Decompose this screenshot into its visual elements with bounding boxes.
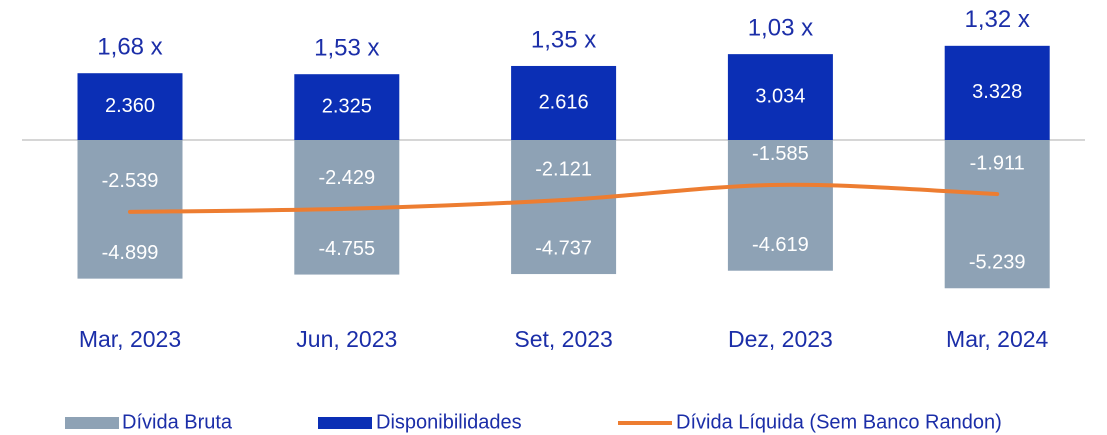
gross-debt-bar — [944, 140, 1050, 289]
x-tick-label: Jun, 2023 — [296, 326, 397, 352]
net-debt-label: -2.429 — [318, 167, 375, 189]
cash-label: 2.360 — [105, 95, 155, 117]
cash-label: 3.034 — [755, 85, 805, 107]
ratio-label: 1,03 x — [748, 14, 813, 41]
gross-debt-bar — [727, 140, 833, 271]
gross-debt-bar — [77, 140, 183, 279]
x-tick-label: Set, 2023 — [514, 326, 612, 352]
legend-label: Dívida Líquida (Sem Banco Randon) — [676, 411, 1002, 433]
gross-debt-label: -5.239 — [969, 252, 1026, 274]
cash-bar — [294, 74, 400, 140]
cash-bar — [77, 73, 183, 140]
cash-bar — [944, 45, 1050, 141]
x-tick-label: Mar, 2024 — [946, 326, 1048, 352]
cash-bar — [727, 54, 833, 140]
net-debt-label: -2.121 — [535, 158, 592, 180]
legend-label: Disponibilidades — [376, 411, 522, 433]
cash-label: 2.616 — [539, 91, 589, 113]
net-debt-line — [128, 182, 1000, 214]
ratio-label: 1,35 x — [531, 26, 596, 53]
ratio-label: 1,32 x — [965, 6, 1030, 33]
cash-bar — [511, 65, 617, 140]
net-debt-label: -1.911 — [970, 152, 1025, 174]
ratio-label: 1,53 x — [314, 35, 379, 62]
net-debt-label: -2.539 — [102, 170, 159, 192]
gross-debt-label: -4.899 — [102, 242, 159, 264]
net-debt-label: -1.585 — [752, 143, 809, 165]
legend-swatch — [318, 417, 372, 429]
x-tick-label: Dez, 2023 — [728, 326, 833, 352]
gross-debt-label: -4.755 — [318, 238, 375, 260]
gross-debt-label: -4.619 — [752, 234, 809, 256]
gross-debt-label: -4.737 — [535, 237, 592, 259]
cash-label: 3.328 — [972, 81, 1022, 103]
legend-label: Dívida Bruta — [122, 411, 233, 433]
x-tick-label: Mar, 2023 — [79, 326, 181, 352]
gross-debt-bar — [511, 140, 617, 275]
cash-label: 2.325 — [322, 95, 372, 117]
legend-swatch — [65, 417, 119, 429]
ratio-label: 1,68 x — [97, 34, 162, 61]
